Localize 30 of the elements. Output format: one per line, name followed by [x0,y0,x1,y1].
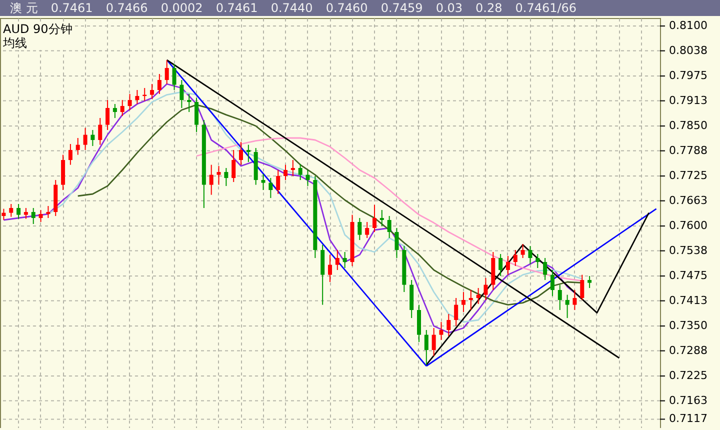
y-tick-label: 0.7350 [669,319,708,332]
y-tick-label: 0.7413 [669,294,708,307]
y-tick-label: 0.7600 [669,219,708,232]
text: 0.7459 [380,1,423,15]
text: 均线 [3,36,28,50]
text: 0.7440 [270,1,313,15]
text: 0.7461/66 [515,1,577,15]
y-tick-label: 0.7663 [669,194,708,207]
y-tick-label: 0.7225 [669,369,708,382]
text: 0.0002 [160,1,203,15]
text: 0.7460 [326,1,368,15]
y-tick-label: 0.7288 [669,344,708,357]
y-tick-label: 0.7975 [669,69,708,82]
y-tick-label: 0.7725 [669,169,708,182]
y-tick-label: 0.7475 [669,269,708,282]
y-tick-label: 0.7788 [669,144,708,157]
text: 澳 元 [10,0,38,16]
chart-title: AUD 90分钟 [3,22,72,36]
y-tick-label: 0.7117 [669,412,708,426]
text: 0.7461 [50,1,93,15]
y-tick-label: 0.7538 [669,244,708,257]
text: 0.7461 [216,1,258,15]
y-tick-label: 0.8038 [669,44,708,57]
y-tick-label: 0.8100 [669,19,708,32]
text: 0.7466 [106,1,148,15]
text: 0.28 [476,1,502,15]
y-tick-label: 0.7850 [669,119,708,132]
text: 0.03 [436,1,463,15]
y-tick-label: 0.7163 [669,394,708,407]
y-tick-label: 0.7913 [669,94,708,107]
